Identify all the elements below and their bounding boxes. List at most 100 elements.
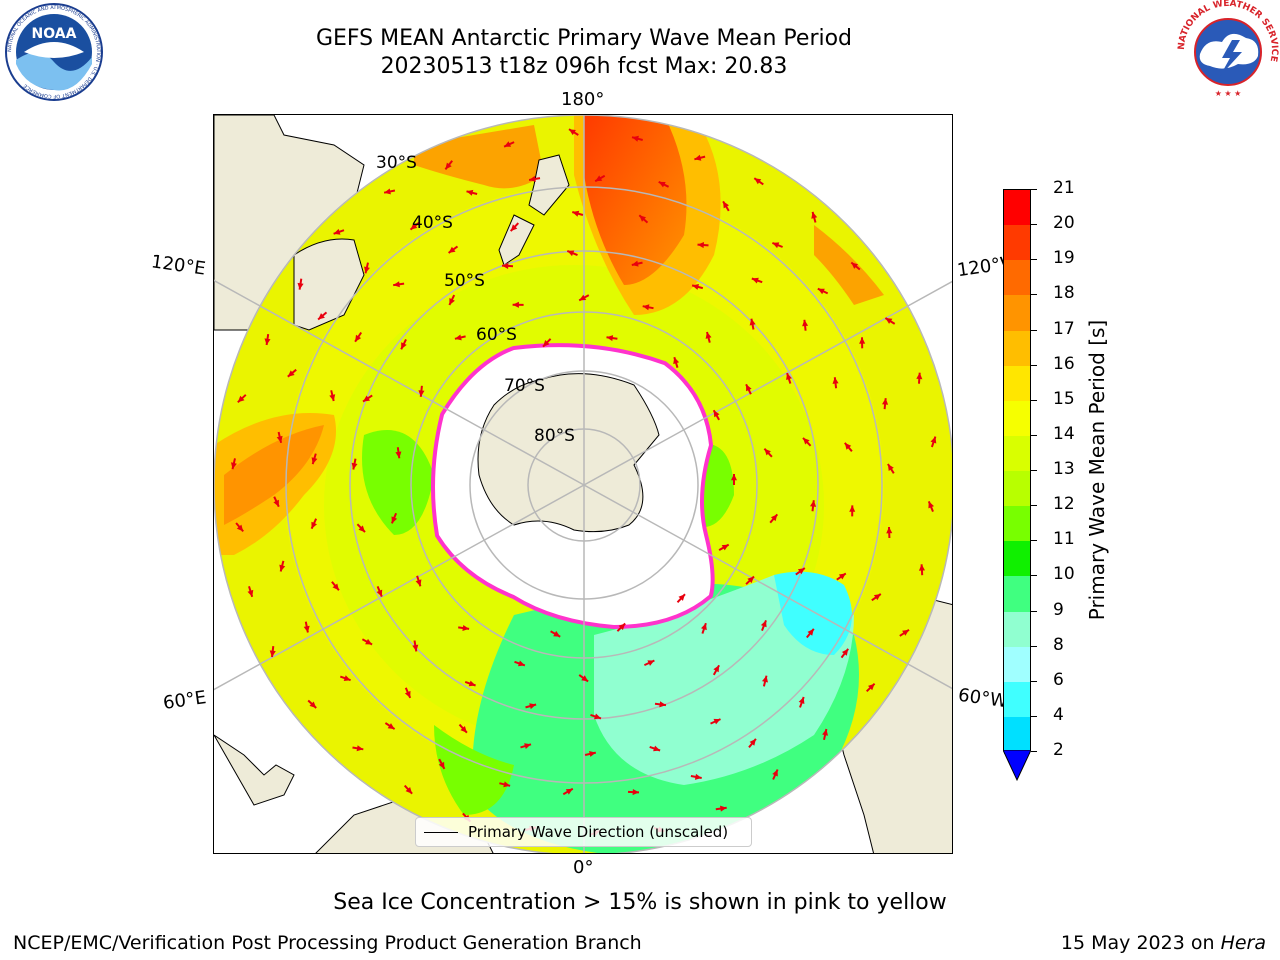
wave-arrow-head xyxy=(886,527,893,534)
wave-arrow-head xyxy=(273,499,279,507)
wave-arrow-head xyxy=(639,215,646,222)
wave-arrow-head xyxy=(692,284,699,290)
colorbar-tick-mark xyxy=(1031,189,1037,190)
colorbar-tick-mark xyxy=(1031,540,1037,542)
colorbar-segment xyxy=(1004,681,1030,719)
wave-arrow-head xyxy=(659,701,666,708)
credit-text: NCEP/EMC/Verification Post Processing Pr… xyxy=(13,932,642,954)
wave-arrow-head xyxy=(237,395,245,403)
polar-map xyxy=(214,115,952,853)
legend-label: Primary Wave Direction (unscaled) xyxy=(468,823,729,841)
noaa-logo-text: NOAA xyxy=(32,26,77,42)
wave-arrow-head xyxy=(885,318,893,324)
wave-arrow-head xyxy=(841,648,849,656)
wave-arrow-head xyxy=(567,250,575,257)
colorbar-tick-mark xyxy=(1031,645,1037,647)
colorbar-tick-label: 6 xyxy=(1053,669,1064,690)
wave-arrow-head xyxy=(311,521,317,529)
colorbar-tick-mark xyxy=(1031,470,1037,471)
wave-arrow-head xyxy=(731,474,737,481)
wave-arrow-head xyxy=(720,805,727,812)
wave-arrow-head xyxy=(518,660,525,667)
wave-arrow-head xyxy=(287,370,295,377)
wave-arrow-head xyxy=(448,246,456,253)
wave-arrow-head xyxy=(770,514,778,522)
wave-arrow-head xyxy=(332,583,339,591)
wave-arrow-head xyxy=(723,201,729,209)
wave-arrow-head xyxy=(276,435,283,443)
wave-arrow-head xyxy=(772,242,780,249)
wave-arrow-head xyxy=(802,319,809,327)
wave-arrow-head xyxy=(418,390,425,397)
wave-arrow-head xyxy=(468,680,476,687)
wave-arrow-head xyxy=(873,594,881,601)
colorbar-segment xyxy=(1004,365,1030,403)
wave-arrow-head xyxy=(412,644,419,652)
colorbar-segment xyxy=(1004,611,1030,649)
wave-arrow-head xyxy=(658,181,666,188)
wave-arrow-head xyxy=(462,625,470,631)
colorbar-segment xyxy=(1004,506,1030,543)
wave-arrow-head xyxy=(653,745,661,752)
wave-arrow-head xyxy=(363,395,370,402)
wave-arrow-head xyxy=(264,338,271,345)
wave-arrow-head xyxy=(231,462,237,470)
colorbar-segment xyxy=(1004,541,1030,578)
wave-arrow-head xyxy=(387,723,395,730)
colorbar-segment xyxy=(1004,716,1030,754)
wave-arrow-head xyxy=(807,628,814,636)
colorbar-tick-label: 19 xyxy=(1053,248,1075,269)
wave-arrow-head xyxy=(404,690,411,698)
wave-arrow-head xyxy=(529,703,537,710)
date-host-text: 15 May 2023 on Hera xyxy=(1061,932,1266,954)
wave-arrow-head xyxy=(701,623,707,631)
colorbar-tick-mark xyxy=(1031,329,1037,331)
wave-arrow-head xyxy=(810,500,817,507)
colorbar-tick-mark xyxy=(1031,680,1037,682)
wave-arrow-head xyxy=(694,154,702,161)
wave-arrow-head xyxy=(415,579,422,587)
wave-arrow-head xyxy=(343,675,351,681)
wave-arrow-head xyxy=(297,282,304,290)
lat-label-70s: 70°S xyxy=(504,376,545,396)
colorbar xyxy=(1003,189,1031,754)
colorbar-tick-label: 20 xyxy=(1053,213,1075,234)
lat-label-60s: 60°S xyxy=(476,325,517,345)
wave-arrow-head xyxy=(844,442,852,450)
colorbar-tick-label: 9 xyxy=(1053,599,1064,620)
wave-arrow-head xyxy=(797,568,805,575)
colorbar-tick-label: 14 xyxy=(1053,423,1075,444)
wave-arrow-head xyxy=(365,638,373,645)
wave-arrow-head xyxy=(678,594,685,601)
wave-arrow-head xyxy=(832,377,839,384)
colorbar-tick-label: 11 xyxy=(1053,529,1075,550)
wave-arrow-head xyxy=(631,260,639,267)
colorbar-segment xyxy=(1004,400,1030,438)
legend: Primary Wave Direction (unscaled) xyxy=(415,817,752,847)
chart-subtitle: 20230513 t18z 096h fcst Max: 20.83 xyxy=(380,54,788,79)
wave-arrow-head xyxy=(713,665,720,673)
wave-arrow-head xyxy=(694,773,702,780)
wave-arrow-head xyxy=(647,660,655,666)
colorbar-tick-label: 12 xyxy=(1053,494,1075,515)
colorbar-tick-mark xyxy=(1031,224,1037,226)
colorbar-tick-mark xyxy=(1031,575,1037,577)
wave-direction-arrows xyxy=(231,128,937,836)
lat-label-40s: 40°S xyxy=(412,213,453,233)
lon-label-120e: 120°E xyxy=(149,251,207,280)
wave-arrow-head xyxy=(713,410,720,418)
wave-arrow-head xyxy=(632,789,639,796)
wave-arrow-head xyxy=(333,228,341,235)
date-text: 15 May 2023 on xyxy=(1060,932,1215,954)
wave-arrow-head xyxy=(589,751,596,757)
wave-arrow-head xyxy=(502,262,509,269)
wave-arrow-head xyxy=(356,745,364,752)
wave-arrow-head xyxy=(918,564,925,571)
wave-arrow-head xyxy=(928,501,934,509)
colorbar-extend-triangle xyxy=(1003,750,1031,782)
lon-label-60e: 60°E xyxy=(161,687,208,714)
wave-arrow-head xyxy=(449,298,455,305)
wave-arrow-head xyxy=(466,189,474,196)
wave-arrow-head xyxy=(754,178,762,185)
wave-arrow-head xyxy=(438,761,445,769)
